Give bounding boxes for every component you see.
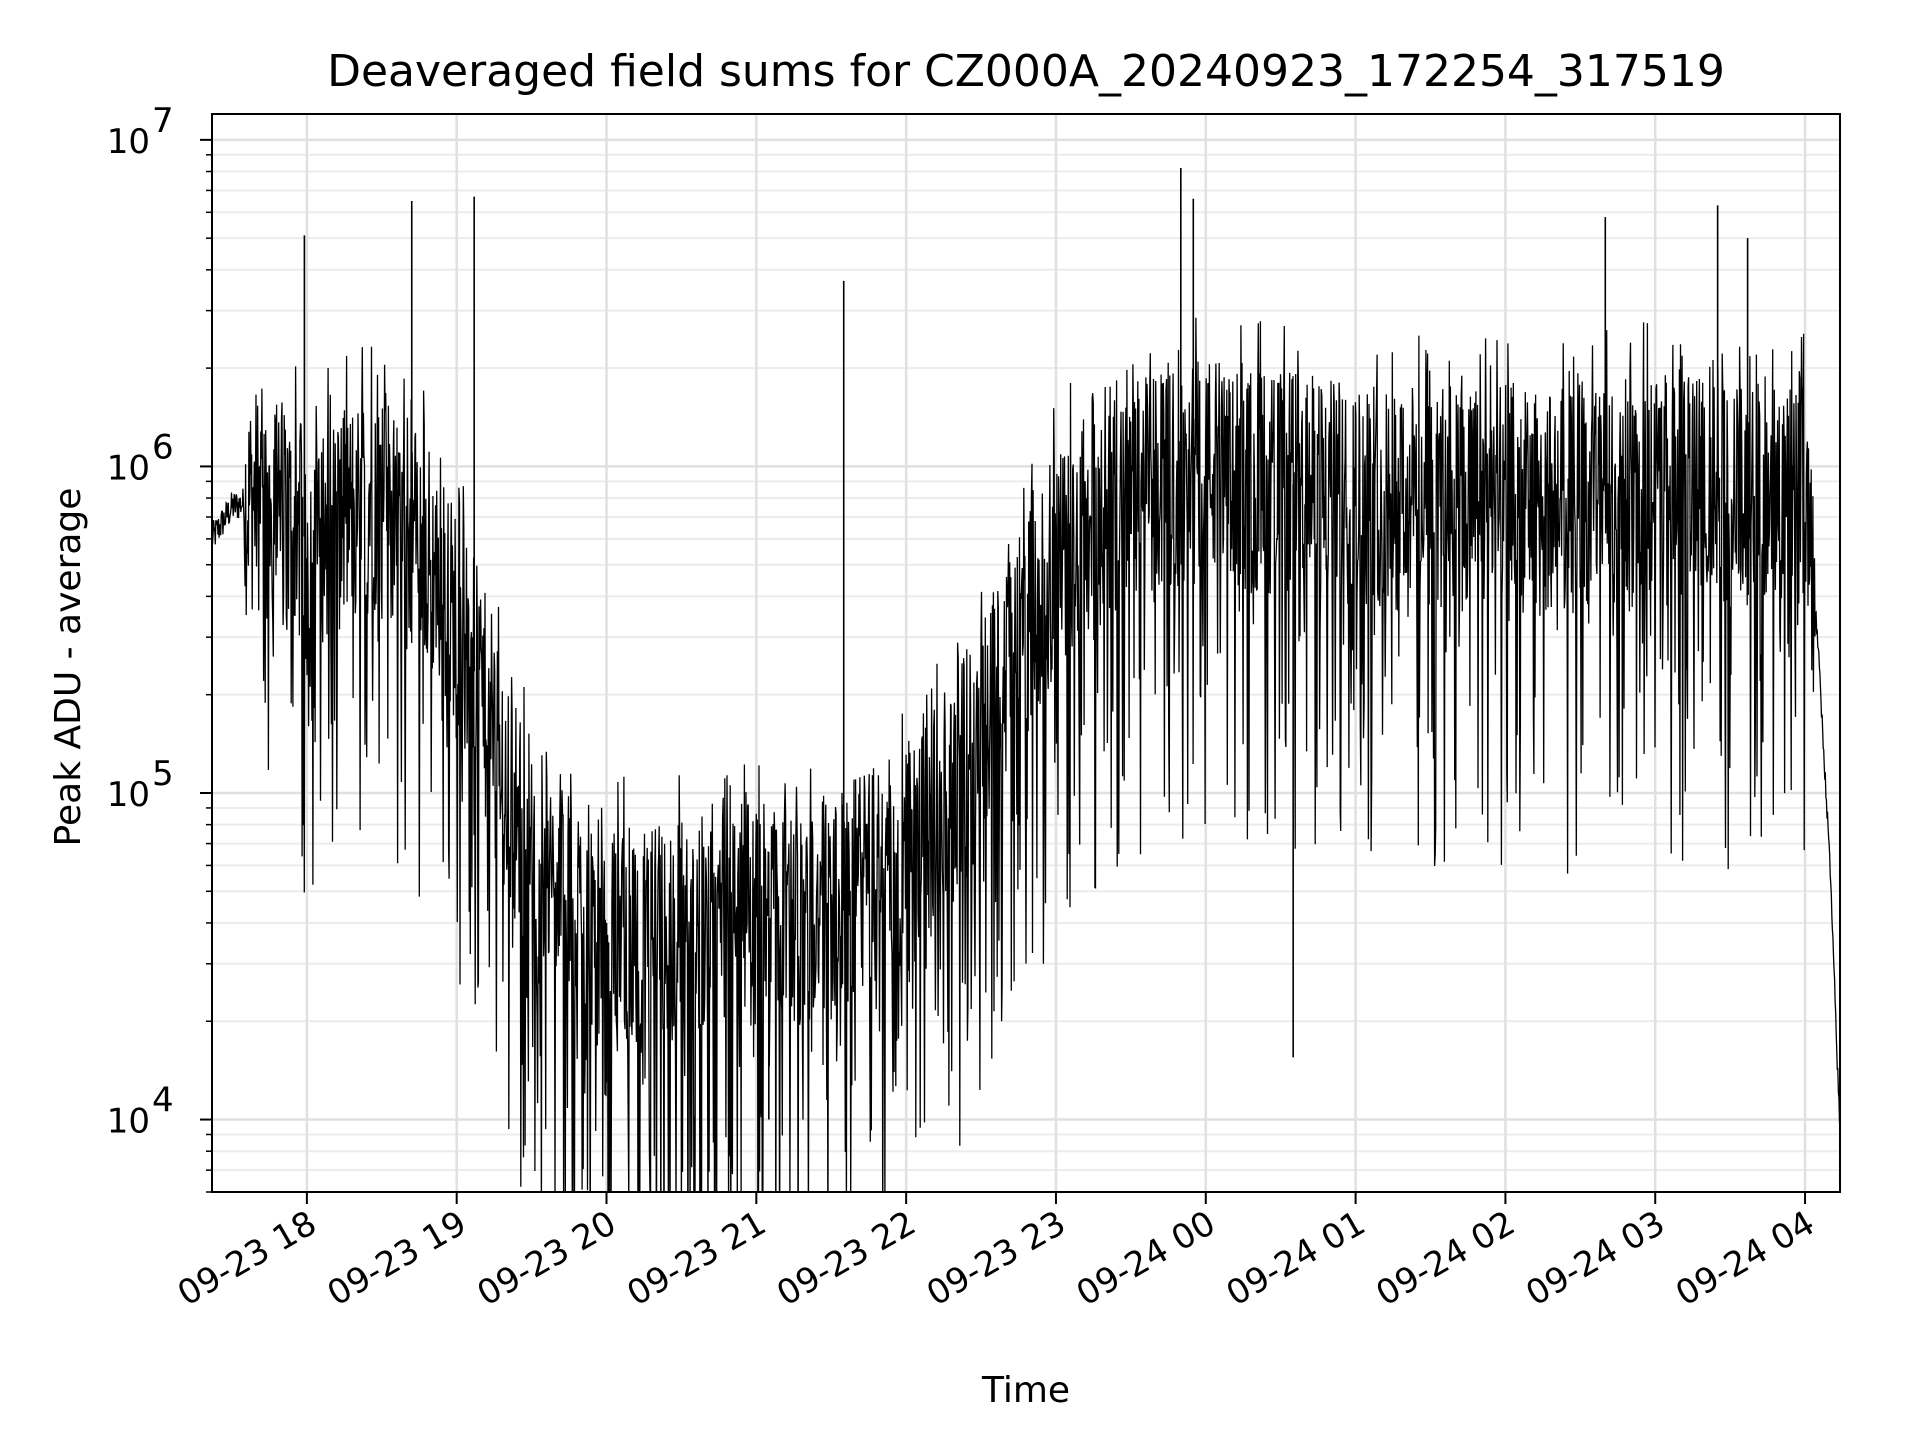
chart-title: Deaveraged field sums for CZ000A_2024092… bbox=[327, 46, 1725, 97]
x-axis-title: Time bbox=[981, 1370, 1070, 1411]
series-layer bbox=[212, 168, 1840, 1192]
plot-frame bbox=[211, 113, 1841, 1193]
y-tick-exponent: 5 bbox=[152, 754, 174, 794]
y-tick-label: 10 bbox=[107, 775, 150, 815]
y-tick-label: 10 bbox=[107, 122, 150, 162]
y-tick-exponent: 4 bbox=[152, 1081, 174, 1121]
y-tick-exponent: 6 bbox=[152, 427, 174, 467]
y-tick-label: 10 bbox=[107, 1102, 150, 1142]
series-line bbox=[212, 317, 1840, 1192]
y-tick-exponent: 7 bbox=[152, 101, 174, 141]
y-axis-title: Peak ADU - average bbox=[48, 488, 89, 847]
y-tick-label: 10 bbox=[107, 448, 150, 488]
